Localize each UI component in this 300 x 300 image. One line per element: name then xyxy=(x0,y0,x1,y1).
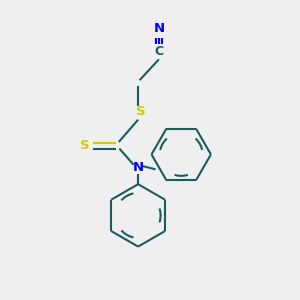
Text: S: S xyxy=(80,139,89,152)
Text: N: N xyxy=(133,161,144,174)
Text: N: N xyxy=(153,22,164,34)
Text: C: C xyxy=(154,45,164,58)
Text: S: S xyxy=(136,105,145,118)
